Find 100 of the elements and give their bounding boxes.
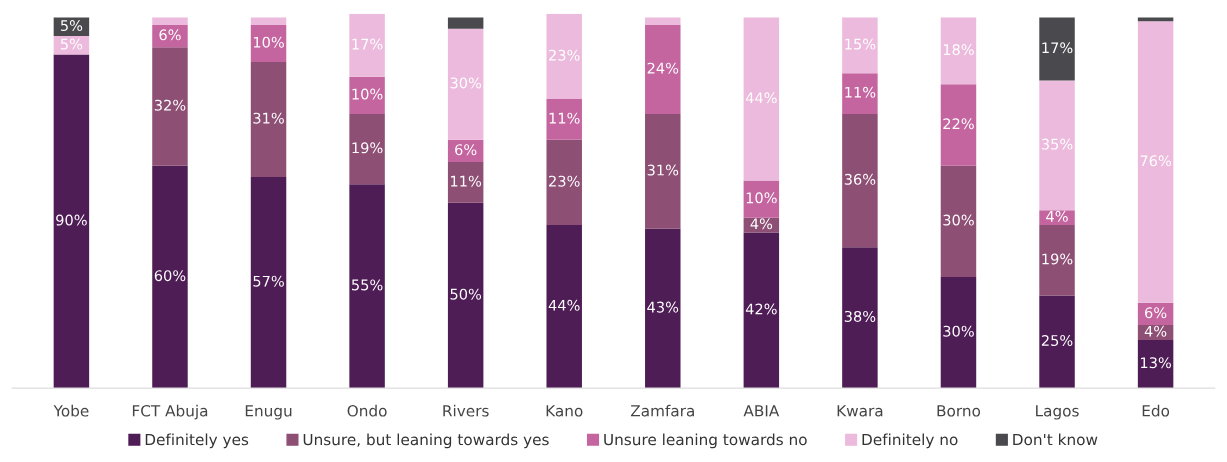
bar	[842, 17, 878, 74]
data-label: 6%	[455, 144, 477, 156]
x-tick-label: Kano	[546, 405, 583, 417]
data-label: 31%	[647, 164, 679, 176]
bar	[645, 113, 681, 229]
x-tick-label: Ondo	[347, 404, 387, 417]
data-label: 17%	[1042, 42, 1073, 54]
data-label: 25%	[1041, 334, 1073, 346]
bar	[53, 54, 90, 389]
data-label: 10%	[253, 36, 284, 48]
data-label: 60%	[154, 270, 186, 282]
bar	[250, 17, 287, 25]
bar	[53, 36, 90, 55]
bar	[250, 176, 287, 389]
bar	[250, 62, 287, 177]
data-label: 50%	[450, 288, 482, 300]
bar	[743, 17, 780, 181]
legend-label: Unsure, but leaning towards yes	[303, 433, 549, 449]
legend-label: Don't know	[1013, 433, 1098, 446]
data-label: 10%	[352, 88, 383, 100]
data-label: 44%	[745, 92, 777, 104]
data-label: 76%	[1140, 155, 1171, 167]
x-tick-label: Zamfara	[630, 404, 694, 417]
data-label: 22%	[943, 118, 974, 130]
data-label: 18%	[943, 44, 974, 56]
x-tick-label: Enugu	[245, 405, 292, 420]
data-label: 38%	[844, 310, 876, 322]
data-label: 32%	[154, 99, 186, 111]
legend-label: Definitely yes	[145, 433, 249, 449]
data-label: 5%	[60, 20, 83, 32]
bar	[743, 180, 780, 218]
bar	[152, 17, 188, 25]
bar	[645, 228, 681, 389]
bar	[1039, 80, 1075, 211]
data-label: 35%	[1041, 138, 1073, 150]
bar	[743, 232, 780, 389]
data-label: 19%	[1042, 253, 1073, 265]
data-label: 30%	[943, 325, 974, 337]
data-label: 42%	[745, 303, 777, 315]
bar	[349, 13, 385, 77]
bar	[645, 17, 681, 25]
bar	[152, 24, 188, 48]
legend-label: Unsure leaning towards no	[604, 433, 807, 449]
data-label: 11%	[845, 86, 876, 98]
data-label: 30%	[943, 214, 974, 226]
bar	[1137, 21, 1174, 303]
x-tick-label: Edo	[1142, 404, 1170, 417]
data-label: 44%	[548, 299, 580, 311]
bar	[447, 17, 484, 29]
x-tick-label: ABIA	[743, 405, 780, 417]
bar	[447, 28, 484, 140]
x-tick-label: FCT Abuja	[132, 404, 208, 420]
data-label: 13%	[1140, 357, 1171, 369]
bar	[1039, 295, 1075, 389]
bar	[1039, 225, 1075, 296]
bar	[152, 165, 188, 389]
bar	[250, 24, 287, 63]
data-label: 43%	[647, 301, 679, 313]
bar	[1039, 17, 1075, 81]
bar	[645, 24, 681, 114]
data-label: 5%	[60, 38, 83, 50]
data-label: 55%	[352, 279, 383, 291]
data-label: 23%	[549, 49, 580, 61]
data-label: 4%	[1144, 325, 1167, 337]
data-label: 57%	[253, 275, 284, 287]
bar	[940, 17, 977, 85]
bar	[349, 184, 385, 389]
bar	[349, 113, 385, 185]
data-label: 17%	[352, 38, 383, 50]
bar	[940, 165, 977, 277]
data-label: 11%	[549, 112, 580, 124]
data-label: 6%	[1145, 307, 1167, 319]
data-label: 30%	[450, 77, 482, 89]
data-label: 90%	[56, 214, 87, 226]
bar	[152, 47, 188, 166]
bar	[349, 76, 385, 114]
bar	[546, 99, 582, 140]
bar	[546, 139, 582, 226]
bar	[1039, 210, 1075, 226]
bar	[940, 84, 977, 166]
bar	[546, 225, 582, 389]
x-tick-label: Borno	[937, 405, 981, 417]
legend-label: Definitely no	[862, 433, 958, 449]
bar	[447, 162, 484, 203]
data-label: 19%	[352, 142, 383, 154]
x-tick-label: Rivers	[443, 404, 489, 417]
bar	[842, 247, 878, 389]
bar	[940, 276, 977, 389]
data-label: 15%	[845, 38, 876, 50]
x-tick-label: Lagos	[1036, 405, 1079, 420]
bar	[447, 202, 484, 389]
x-tick-label: Kwara	[837, 405, 883, 417]
data-label: 31%	[253, 112, 284, 124]
data-label: 11%	[451, 175, 482, 187]
data-label: 4%	[750, 218, 773, 230]
data-label: 24%	[647, 62, 679, 74]
data-label: 36%	[844, 173, 876, 185]
x-tick-label: Yobe	[53, 404, 89, 417]
bar	[546, 13, 582, 100]
bar	[842, 73, 878, 114]
